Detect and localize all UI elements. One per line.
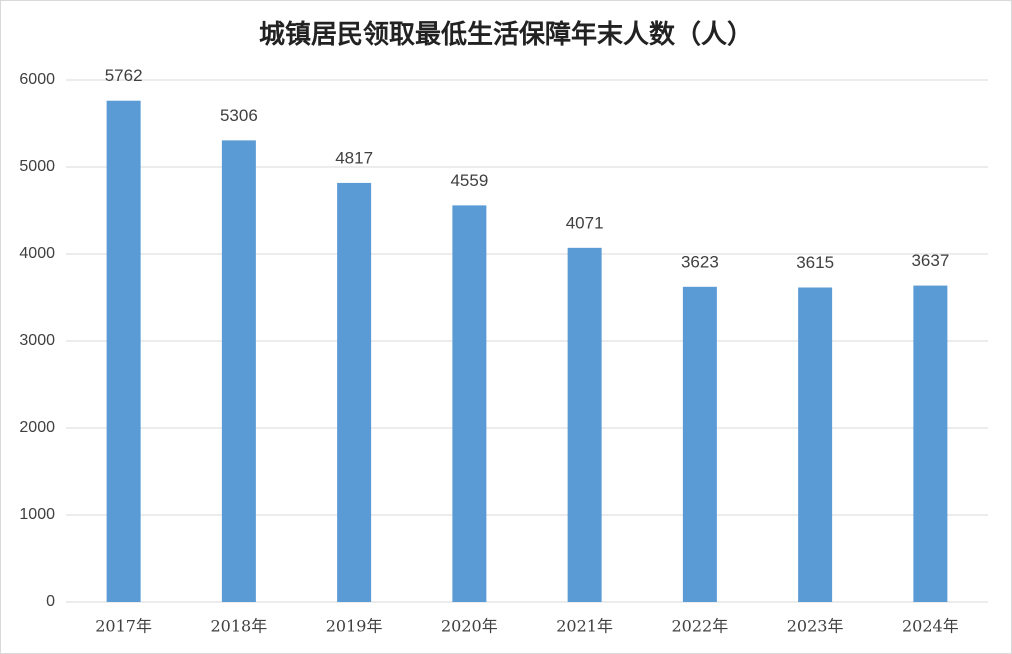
y-tick-label: 2000 <box>19 419 55 436</box>
x-tick-label: 2024年 <box>902 617 959 636</box>
x-tick-label: 2018年 <box>211 617 268 636</box>
bar <box>682 286 717 602</box>
data-label: 5306 <box>220 106 258 125</box>
chart-title: 城镇居民领取最低生活保障年末人数（人） <box>259 19 753 50</box>
data-label: 3615 <box>796 253 834 272</box>
y-tick-label: 4000 <box>19 245 55 262</box>
bar <box>221 140 256 603</box>
y-tick-label: 0 <box>46 593 55 610</box>
data-label: 4817 <box>335 148 373 167</box>
bar <box>106 100 141 603</box>
x-tick-label: 2019年 <box>326 617 383 636</box>
x-tick-label: 2022年 <box>672 617 729 636</box>
x-tick-label: 2017年 <box>95 617 152 636</box>
x-tick-label: 2020年 <box>441 617 498 636</box>
y-tick-label: 3000 <box>19 332 55 349</box>
data-label: 4071 <box>566 213 604 232</box>
y-tick-label: 1000 <box>19 506 55 523</box>
bar <box>337 182 372 602</box>
y-tick-label: 5000 <box>19 158 55 175</box>
bar <box>567 247 602 602</box>
bar <box>913 285 948 602</box>
data-label: 5762 <box>105 66 143 85</box>
data-label: 3637 <box>911 251 949 270</box>
data-label: 3623 <box>681 252 719 271</box>
x-tick-label: 2023年 <box>787 617 844 636</box>
data-label: 4559 <box>450 171 488 190</box>
bar <box>798 287 833 602</box>
x-tick-label: 2021年 <box>556 617 613 636</box>
y-tick-label: 6000 <box>19 71 55 88</box>
bar <box>452 205 487 602</box>
